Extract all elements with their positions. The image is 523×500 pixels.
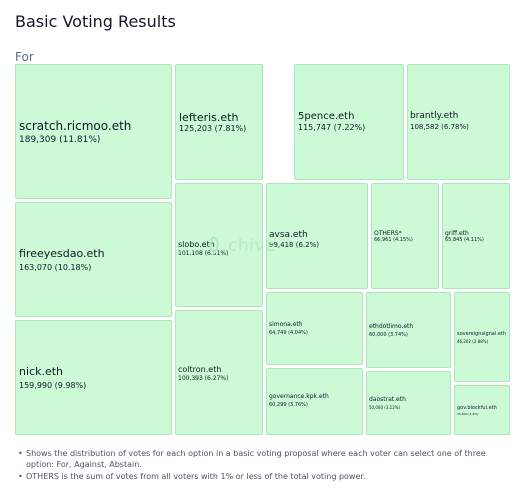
treemap-tile[interactable]: brantly.eth 108,582 (6.78%)	[407, 64, 510, 180]
treemap-tile[interactable]: avsa.eth 99,418 (6.2%)	[266, 183, 368, 289]
treemap-tile[interactable]: slobo.eth 101,108 (6.31%)	[175, 183, 263, 307]
tile-name: gov.blockful.eth	[457, 405, 497, 411]
tile-value: 99,418 (6.2%)	[269, 241, 319, 249]
tile-value: 64,749 (4.04%)	[269, 330, 308, 336]
tile-name: coltron.eth	[178, 365, 222, 374]
tile-name: scratch.ricmoo.eth	[19, 119, 132, 133]
tile-name: lefteris.eth	[179, 111, 239, 124]
tile-name: griff.eth	[445, 230, 469, 237]
tile-value: 60,000 (3.74%)	[369, 332, 408, 338]
treemap-tile[interactable]: OTHERS* 66,961 (4.15%)	[371, 183, 439, 289]
treemap-tile[interactable]: scratch.ricmoo.eth 189,309 (11.81%)	[15, 64, 172, 199]
tile-name: slobo.eth	[178, 240, 215, 249]
tile-value: 60,299 (3.76%)	[269, 402, 308, 408]
treemap-tile[interactable]: griff.eth 65,845 (4.11%)	[442, 183, 510, 289]
note-item: • OTHERS is the sum of votes from all vo…	[18, 471, 513, 482]
tile-name: daostrat.eth	[369, 396, 406, 403]
tile-name: simona.eth	[269, 321, 303, 328]
chart-notes: • Shows the distribution of votes for ea…	[18, 448, 513, 483]
bullet-icon: •	[18, 449, 23, 458]
tile-name: avsa.eth	[269, 230, 308, 240]
tile-value: 25,600 (1.6%)	[457, 412, 479, 416]
tile-name: fireeyesdao.eth	[19, 247, 105, 260]
bullet-icon: •	[18, 472, 23, 481]
chive-logo-icon	[209, 236, 219, 254]
treemap-tile[interactable]: ethdotlimo.eth 60,000 (3.74%)	[366, 292, 451, 368]
treemap-tile[interactable]: 5pence.eth 115,747 (7.22%)	[294, 64, 404, 180]
tile-name: ethdotlimo.eth	[369, 323, 414, 330]
tile-value: 65,845 (4.11%)	[445, 237, 484, 243]
tile-name: OTHERS*	[374, 230, 402, 237]
treemap-tile[interactable]: fireeyesdao.eth 163,070 (10.18%)	[15, 202, 172, 317]
tile-name: sovereignsignal.eth	[457, 331, 507, 337]
treemap-tile[interactable]: governance.kpk.eth 60,299 (3.76%)	[266, 368, 363, 435]
tile-value: 163,070 (10.18%)	[19, 263, 92, 272]
tile-name: brantly.eth	[410, 111, 459, 121]
treemap-tile[interactable]: daostrat.eth 50,000 (3.12%)	[366, 371, 451, 435]
tile-value: 66,961 (4.15%)	[374, 237, 413, 243]
tile-value: 108,582 (6.78%)	[410, 123, 469, 131]
tile-value: 159,990 (9.98%)	[19, 381, 87, 390]
tile-name: nick.eth	[19, 365, 63, 378]
note-item: • Shows the distribution of votes for ea…	[18, 448, 513, 470]
tile-value: 100,393 (6.27%)	[178, 375, 229, 382]
note-text: Shows the distribution of votes for each…	[26, 449, 486, 469]
watermark-text: chive	[228, 236, 276, 256]
treemap-tile[interactable]: gov.blockful.eth 25,600 (1.6%)	[454, 385, 510, 435]
tile-value: 125,203 (7.81%)	[179, 124, 247, 133]
tile-name: governance.kpk.eth	[269, 393, 329, 400]
page-title: Basic Voting Results	[15, 12, 176, 31]
treemap-tile[interactable]: sovereignsignal.eth 46,202 (2.88%)	[454, 292, 510, 382]
treemap-tile[interactable]: nick.eth 159,990 (9.98%)	[15, 320, 172, 435]
treemap-tile[interactable]: simona.eth 64,749 (4.04%)	[266, 292, 363, 365]
tile-value: 189,309 (11.81%)	[19, 135, 101, 145]
note-text: OTHERS is the sum of votes from all vote…	[26, 472, 366, 481]
tile-name: 5pence.eth	[298, 111, 355, 122]
tile-value: 50,000 (3.12%)	[369, 405, 401, 410]
tile-value: 46,202 (2.88%)	[457, 339, 489, 344]
tile-value: 115,747 (7.22%)	[298, 123, 366, 132]
treemap-tile[interactable]: coltron.eth 100,393 (6.27%)	[175, 310, 263, 435]
tile-value: 101,108 (6.31%)	[178, 250, 229, 257]
treemap-tile[interactable]: lefteris.eth 125,203 (7.81%)	[175, 64, 263, 180]
section-label: For	[15, 50, 34, 64]
